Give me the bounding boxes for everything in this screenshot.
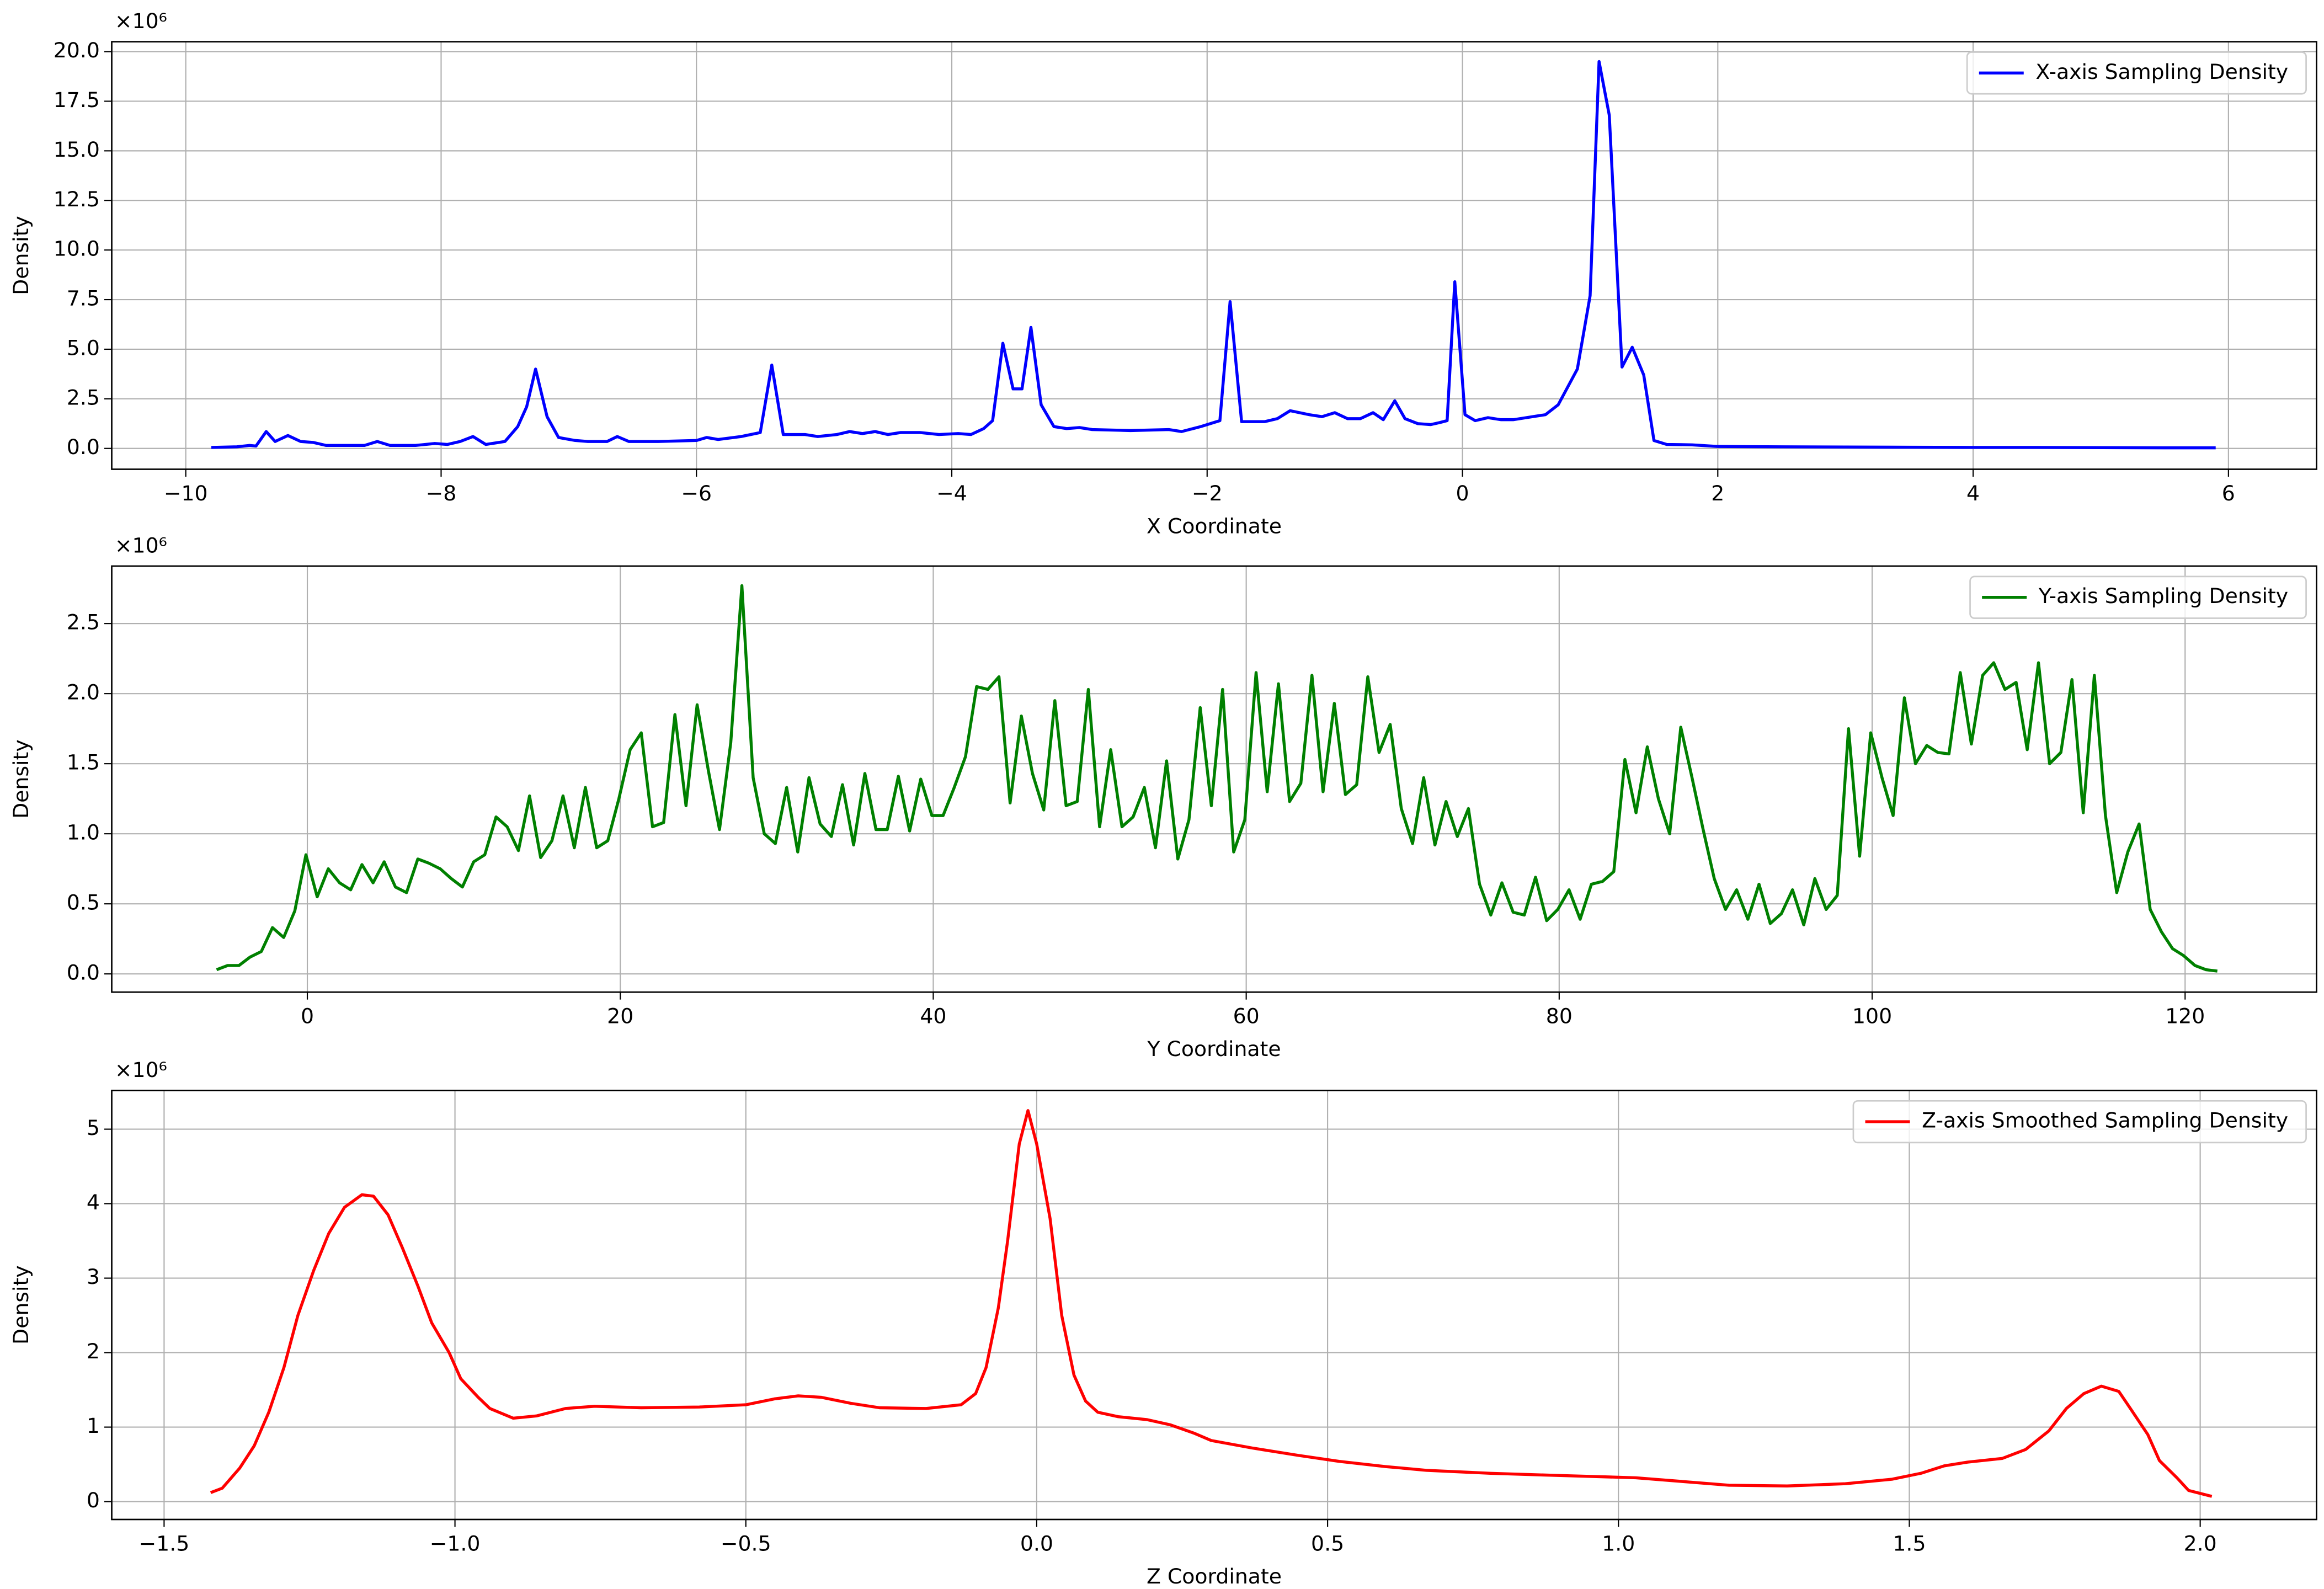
y-tick-label: 1.0: [67, 820, 100, 845]
x-tick-label: 80: [1546, 1004, 1573, 1028]
y-tick-label: 10.0: [54, 237, 100, 261]
x-tick-label: 1.0: [1602, 1531, 1635, 1555]
legend: X-axis Sampling Density: [1966, 51, 2307, 95]
subplot: −1.5 −1.0 −0.5 0.0 0.5 1.0 1.5 2.0 0 1 2 3 4 5 Z Coord…: [9, 1058, 2317, 1588]
x-tick-label: −6: [681, 481, 712, 505]
x-tick-label: 0: [301, 1004, 314, 1028]
legend: Z-axis Smoothed Sampling Density: [1852, 1100, 2307, 1144]
y-tick-label: 0.0: [67, 961, 100, 985]
plot-frame: [111, 41, 2317, 470]
x-tick-label: 2: [1711, 481, 1724, 505]
y-axis-label: Density: [9, 739, 33, 819]
legend-label: Z-axis Smoothed Sampling Density: [1922, 1108, 2288, 1133]
x-tick-label: −0.5: [721, 1531, 771, 1555]
x-axis-label: Y Coordinate: [1147, 1037, 1281, 1061]
y-tick-label: 0.5: [67, 891, 100, 915]
x-tick-label: 100: [1852, 1004, 1892, 1028]
x-tick-label: 0: [1456, 481, 1469, 505]
y-tick-label: 4: [87, 1190, 100, 1214]
x-tick-label: 20: [607, 1004, 633, 1028]
y-tick-label: 5.0: [67, 335, 100, 360]
x-tick-label: −2: [1192, 481, 1223, 505]
legend-label: X-axis Sampling Density: [2035, 60, 2288, 84]
y-tick-label: 7.5: [67, 286, 100, 311]
x-tick-label: 0.0: [1020, 1531, 1053, 1555]
y-tick-label: 0.0: [67, 435, 100, 459]
legend: Y-axis Sampling Density: [1969, 575, 2307, 619]
x-tick-label: 40: [920, 1004, 946, 1028]
y-tick-label: 3: [87, 1265, 100, 1289]
data-line: [211, 60, 2216, 450]
x-tick-label: 6: [2222, 481, 2235, 505]
x-tick-label: 1.5: [1893, 1531, 1926, 1555]
y-tick-label: 1.5: [67, 750, 100, 775]
y-offset-label: ×10⁶: [115, 9, 167, 33]
x-tick-label: −8: [426, 481, 457, 505]
y-tick-label: 5: [87, 1116, 100, 1140]
plot-frame: [111, 565, 2317, 993]
subplot: 0 20 40 60 80 100 120 0.0 0.5 1.0 1.5 2.0 2.5 Y Coord…: [9, 533, 2317, 1061]
y-axis-label: Density: [9, 1265, 33, 1345]
y-tick-label: 2.0: [67, 680, 100, 705]
legend-label: Y-axis Sampling Density: [2038, 584, 2288, 608]
x-tick-label: −4: [936, 481, 967, 505]
y-tick-label: 2.5: [67, 610, 100, 634]
y-tick-label: 2.5: [67, 385, 100, 409]
x-tick-label: 4: [1966, 481, 1980, 505]
plot-frame: [111, 1090, 2317, 1521]
x-axis-label: X Coordinate: [1147, 514, 1282, 538]
legend-box: [1969, 575, 2307, 619]
x-axis-label: Z Coordinate: [1147, 1564, 1282, 1588]
legend-box: [1966, 51, 2307, 95]
x-tick-label: −1.5: [139, 1531, 190, 1555]
x-tick-label: 0.5: [1311, 1531, 1344, 1555]
x-tick-label: −1.0: [430, 1531, 481, 1555]
y-tick-label: 15.0: [54, 137, 100, 162]
y-offset-label: ×10⁶: [115, 533, 167, 557]
subplot: −10 −8 −6 −4 −2 0 2 4 6 0.0 2.5 5.0 7.5 10.0 12.5 15.0 1…: [9, 9, 2317, 538]
y-tick-label: 17.5: [54, 88, 100, 112]
legend-box: [1852, 1100, 2307, 1144]
y-offset-label: ×10⁶: [115, 1058, 167, 1082]
x-tick-label: 60: [1233, 1004, 1260, 1028]
x-tick-label: 2.0: [2184, 1531, 2217, 1555]
x-tick-label: −10: [164, 481, 208, 505]
y-tick-label: 1: [87, 1414, 100, 1438]
x-tick-label: 120: [2165, 1004, 2205, 1028]
y-axis-label: Density: [9, 216, 33, 295]
y-tick-label: 2: [87, 1339, 100, 1363]
data-line: [216, 584, 2218, 973]
y-tick-label: 12.5: [54, 187, 100, 211]
y-tick-label: 0: [87, 1488, 100, 1512]
data-line: [210, 1109, 2213, 1498]
y-tick-label: 20.0: [54, 38, 100, 62]
